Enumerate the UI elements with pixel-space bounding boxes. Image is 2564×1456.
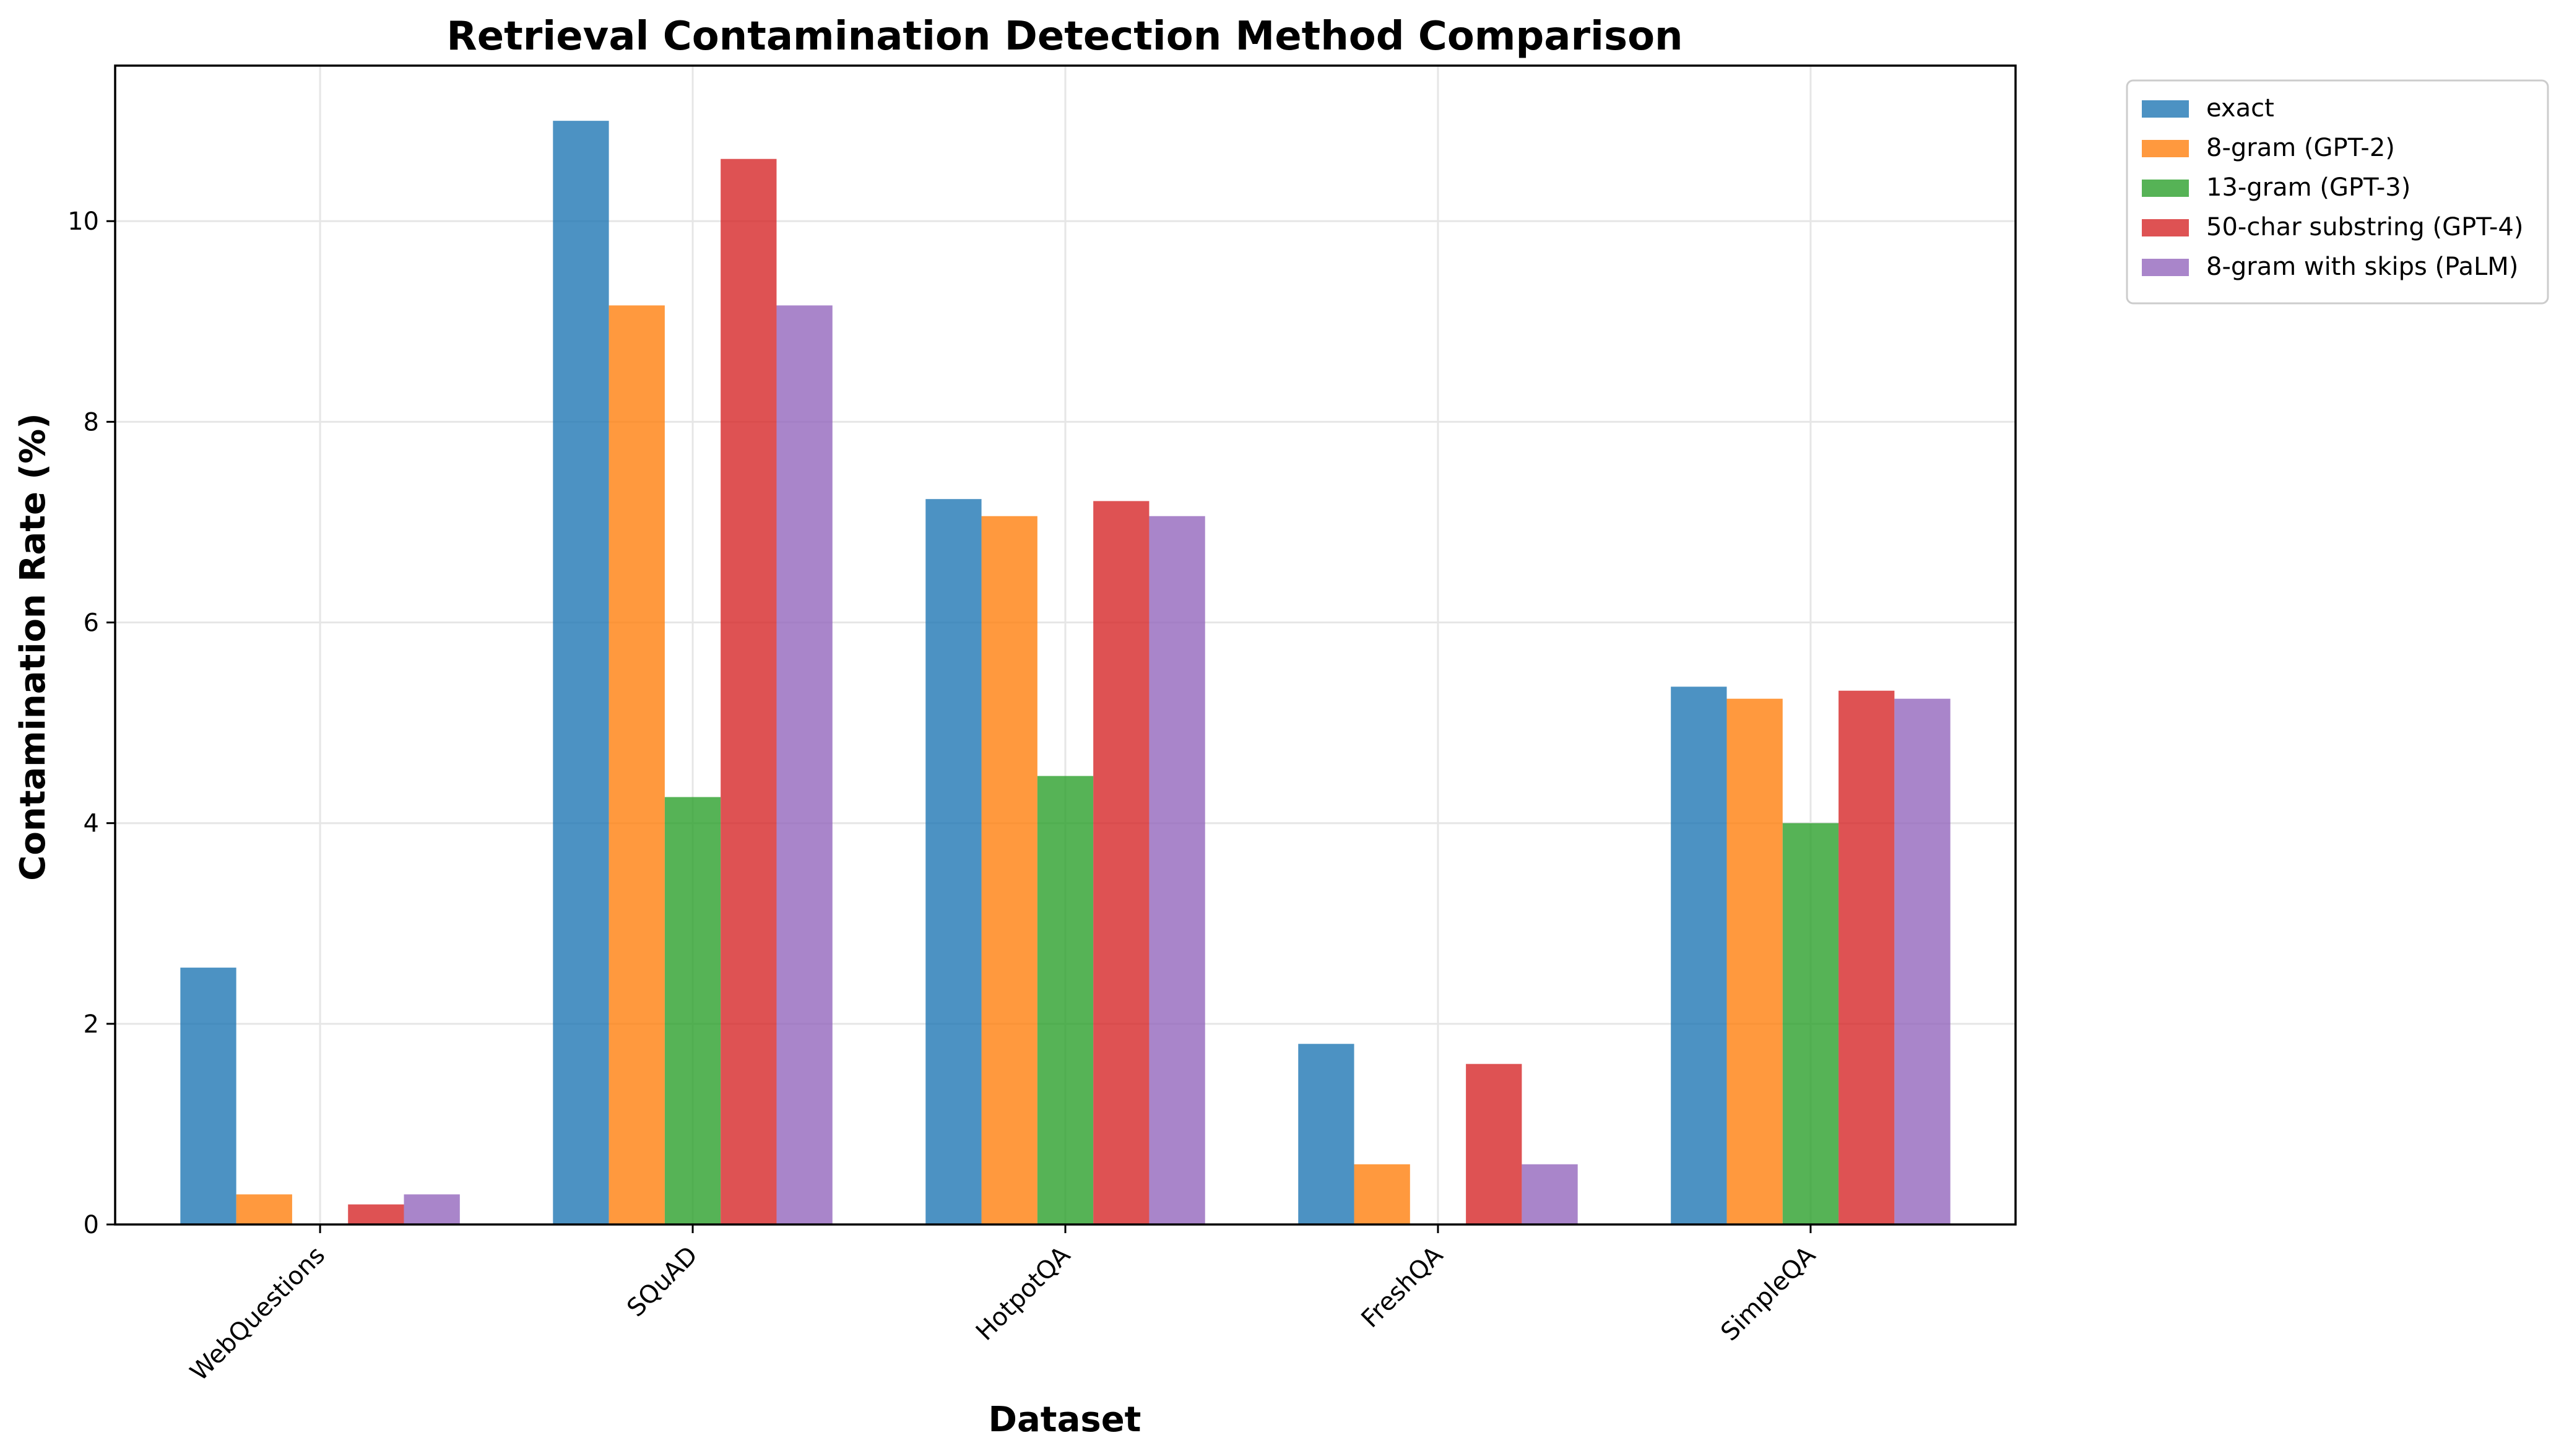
bar xyxy=(1671,687,1727,1224)
bar xyxy=(404,1194,460,1224)
bar xyxy=(721,158,777,1225)
x-axis-label: Dataset xyxy=(989,1400,1141,1440)
y-tick-label: 10 xyxy=(67,207,99,236)
chart-title: Retrieval Contamination Detection Method… xyxy=(446,14,1683,59)
y-tick-label: 4 xyxy=(84,810,99,838)
legend-swatch xyxy=(2142,180,2189,197)
y-tick-label: 2 xyxy=(84,1010,99,1039)
bar xyxy=(1522,1164,1578,1224)
bar xyxy=(1466,1064,1522,1224)
bar xyxy=(1839,690,1895,1224)
y-axis-label: Contamination Rate (%) xyxy=(13,413,53,880)
legend-label: 50-char substring (GPT-4) xyxy=(2206,213,2523,241)
bar xyxy=(664,797,721,1224)
bar xyxy=(776,305,833,1225)
bar xyxy=(1093,501,1150,1224)
bar xyxy=(925,499,982,1224)
legend-label: 8-gram (GPT-2) xyxy=(2206,134,2395,162)
bar xyxy=(1298,1044,1354,1224)
legend-swatch xyxy=(2142,140,2189,157)
legend-swatch xyxy=(2142,100,2189,118)
bar xyxy=(981,516,1037,1224)
plot-frame xyxy=(114,64,2017,1226)
legend-label: exact xyxy=(2206,94,2274,123)
bar xyxy=(1782,823,1839,1224)
bar xyxy=(1354,1164,1410,1224)
bars xyxy=(180,121,1951,1225)
legend-label: 13-gram (GPT-3) xyxy=(2206,173,2410,202)
bar xyxy=(1037,776,1094,1224)
legend-label: 8-gram with skips (PaLM) xyxy=(2206,253,2518,281)
bar xyxy=(1894,698,1951,1224)
y-tick-label: 6 xyxy=(84,609,99,638)
legend-swatch xyxy=(2142,259,2189,276)
bar xyxy=(236,1194,292,1224)
legend-swatch xyxy=(2142,219,2189,236)
bar xyxy=(348,1204,404,1224)
bar xyxy=(609,305,665,1225)
bar xyxy=(1726,698,1783,1224)
bar xyxy=(1149,516,1205,1224)
legend: exact 8-gram (GPT-2) 13-gram (GPT-3) 50-cha… xyxy=(2126,79,2549,305)
y-tick-label: 8 xyxy=(84,408,99,436)
legend-box xyxy=(2126,79,2549,305)
bar xyxy=(180,968,236,1224)
y-tick-label: 0 xyxy=(84,1211,99,1239)
bar xyxy=(553,121,609,1225)
